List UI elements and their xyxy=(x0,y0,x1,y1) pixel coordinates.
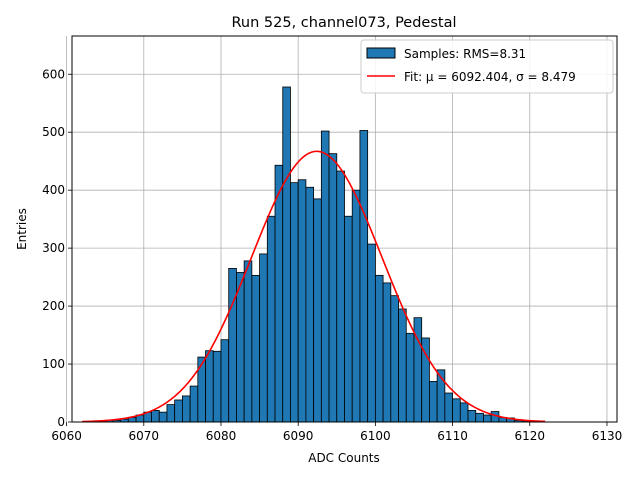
histogram-bar xyxy=(313,198,322,423)
histogram-bar xyxy=(351,189,361,423)
x-tick-label: 6100 xyxy=(360,429,391,443)
histogram-bar xyxy=(197,356,206,423)
histogram-bar xyxy=(243,260,253,423)
histogram-bar xyxy=(328,153,338,423)
y-tick-label: 0 xyxy=(57,415,65,429)
legend: Samples: RMS=8.31 Fit: μ = 6092.404, σ =… xyxy=(360,39,614,94)
histogram-bar xyxy=(452,398,461,423)
fit-curve-group xyxy=(82,150,546,423)
legend-box xyxy=(360,39,614,94)
histogram-bar xyxy=(429,381,438,423)
y-tick-label: 600 xyxy=(42,67,65,81)
histogram-bar xyxy=(166,404,176,423)
histogram-bar xyxy=(398,308,407,423)
histogram-bar xyxy=(189,385,199,423)
y-tick-label: 300 xyxy=(42,241,65,255)
histogram-bar xyxy=(382,282,392,423)
histogram-bar xyxy=(305,186,315,423)
histogram-bar xyxy=(174,399,183,423)
histogram-bar xyxy=(459,402,469,423)
histogram-bar xyxy=(390,295,399,423)
legend-entry-samples: Samples: RMS=8.31 xyxy=(404,47,526,61)
legend-swatch-samples xyxy=(366,47,396,59)
histogram-bar xyxy=(374,274,384,423)
histogram-bar xyxy=(359,130,369,423)
histogram-bar xyxy=(158,411,168,423)
histogram-bar xyxy=(282,86,291,423)
histogram-bar xyxy=(220,339,230,423)
histogram-bar xyxy=(151,410,160,423)
histogram-bar xyxy=(297,179,307,423)
histogram-bar xyxy=(205,350,214,423)
x-tick-label: 6060 xyxy=(51,429,82,443)
legend-entry-fit: Fit: μ = 6092.404, σ = 8.479 xyxy=(404,70,576,84)
y-tick-label: 400 xyxy=(42,183,65,197)
histogram-bar xyxy=(444,392,453,423)
y-axis-ticks: 0 100 200 300 400 500 600 xyxy=(42,67,72,429)
y-axis-label: Entries xyxy=(15,208,29,250)
histogram-bar xyxy=(336,170,345,423)
histogram-bar xyxy=(483,414,492,423)
histogram-bar xyxy=(266,215,276,423)
histogram-bar xyxy=(344,215,353,423)
histogram-bar xyxy=(228,268,237,423)
y-tick-label: 100 xyxy=(42,357,65,371)
histogram-bar xyxy=(236,272,245,423)
y-tick-label: 200 xyxy=(42,299,65,313)
x-tick-label: 6070 xyxy=(129,429,160,443)
histogram-bar xyxy=(475,412,484,423)
histogram-bar xyxy=(405,332,415,423)
histogram-bar xyxy=(259,253,268,423)
histogram-bar xyxy=(467,410,477,423)
histogram-bar xyxy=(251,274,260,423)
x-tick-label: 6120 xyxy=(514,429,545,443)
histogram-bar xyxy=(212,350,222,423)
histogram-bar xyxy=(367,243,376,423)
chart-title: Run 525, channel073, Pedestal xyxy=(231,15,456,31)
x-tick-label: 6130 xyxy=(592,429,623,443)
x-tick-label: 6110 xyxy=(437,429,468,443)
y-tick-label: 500 xyxy=(42,125,65,139)
x-axis-ticks: 6060 6070 6080 6090 6100 6110 6120 6130 xyxy=(51,422,622,443)
x-tick-label: 6090 xyxy=(283,429,314,443)
x-axis-label: ADC Counts xyxy=(308,451,380,465)
plot-frame xyxy=(71,35,618,423)
histogram-bar xyxy=(320,130,330,423)
x-tick-label: 6080 xyxy=(206,429,237,443)
histogram-bar xyxy=(181,395,191,423)
histogram-bar xyxy=(290,182,299,423)
fit-curve xyxy=(82,150,546,423)
histogram-bar xyxy=(274,164,284,423)
